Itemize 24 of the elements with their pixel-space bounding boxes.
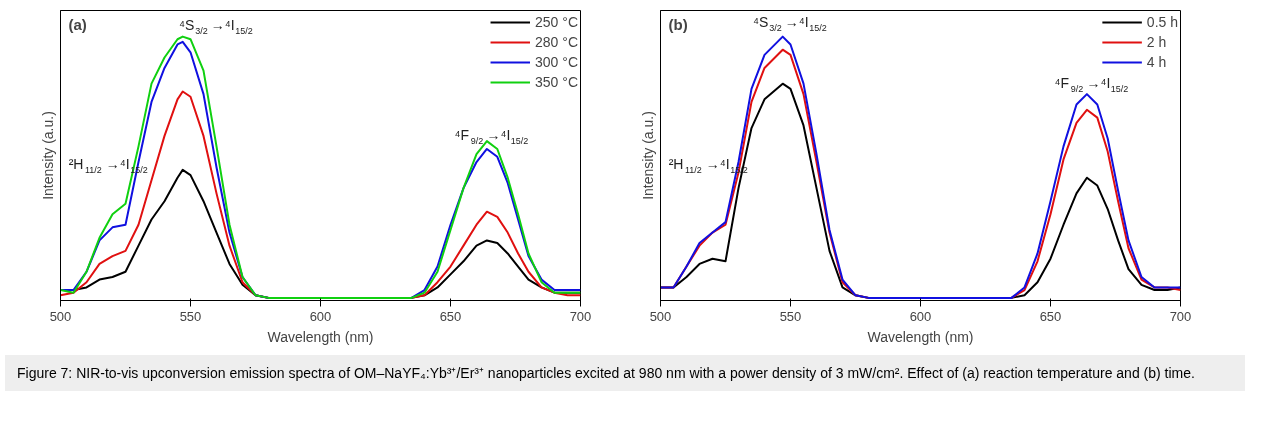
legend-label: 350 °C: [535, 74, 578, 90]
legend-label: 300 °C: [535, 54, 578, 70]
x-tick-label: 700: [569, 308, 592, 324]
y-axis-title: Intensity (a.u.): [39, 111, 56, 200]
x-tick-label: 700: [1169, 308, 1192, 324]
x-tick-label: 650: [439, 308, 462, 324]
chart-title: (a): [68, 15, 87, 33]
x-tick-label: 650: [1039, 308, 1062, 324]
legend-label: 4 h: [1146, 54, 1167, 70]
x-tick-label: 600: [909, 308, 932, 324]
legend-label: 0.5 h: [1146, 14, 1178, 30]
x-axis-title: Wavelength (nm): [267, 328, 374, 345]
caption: Figure 7: NIR-to-vis upconversion emission spectra of OM–NaYF₄:Yb³⁺/Er³⁺ nanoparticles excited at 980 nm with a power density of 3 mW/cm². Effect of (a) reaction temperature and (b) time.: [17, 364, 1195, 383]
legend-label: 2 h: [1146, 34, 1167, 50]
legend-label: 280 °C: [535, 34, 578, 50]
chart-title: (b): [668, 15, 688, 33]
x-axis-title: Wavelength (nm): [867, 328, 974, 345]
legend-label: 250 °C: [535, 14, 578, 30]
y-axis-title: Intensity (a.u.): [639, 111, 656, 200]
x-tick-label: 550: [779, 308, 802, 324]
x-tick-label: 500: [49, 308, 72, 324]
x-tick-label: 500: [649, 308, 672, 324]
x-tick-label: 550: [179, 308, 202, 324]
x-tick-label: 600: [309, 308, 332, 324]
